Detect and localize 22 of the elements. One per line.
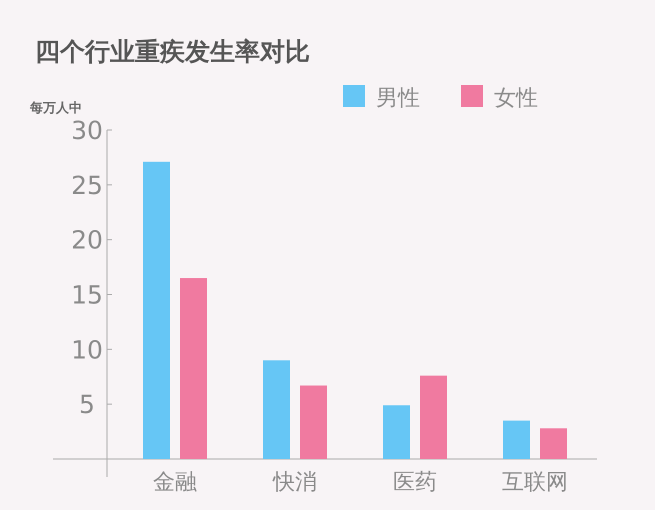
legend-label: 男性 xyxy=(376,86,420,111)
x-tick-label: 金融 xyxy=(153,470,197,495)
chart-title: 四个行业重疾发生率对比 xyxy=(35,37,310,66)
y-tick-label: 15 xyxy=(71,280,103,310)
x-tick-label: 快消 xyxy=(272,470,317,495)
bar xyxy=(383,405,410,459)
legend-label: 女性 xyxy=(494,86,538,111)
y-tick-label: 25 xyxy=(71,170,103,200)
bar xyxy=(420,376,447,459)
x-tick-label: 互联网 xyxy=(502,470,568,495)
bar xyxy=(300,386,327,459)
y-tick-label: 5 xyxy=(79,390,95,420)
bar xyxy=(180,278,207,459)
y-tick-label: 10 xyxy=(71,335,103,364)
bar xyxy=(263,360,290,459)
y-tick-label: 30 xyxy=(71,116,103,145)
bar xyxy=(540,428,567,459)
bar xyxy=(503,420,530,459)
y-axis-title: 每万人中 xyxy=(29,101,82,116)
bar xyxy=(143,162,170,459)
y-tick-label: 20 xyxy=(71,226,103,255)
x-tick-label: 医药 xyxy=(393,470,437,495)
